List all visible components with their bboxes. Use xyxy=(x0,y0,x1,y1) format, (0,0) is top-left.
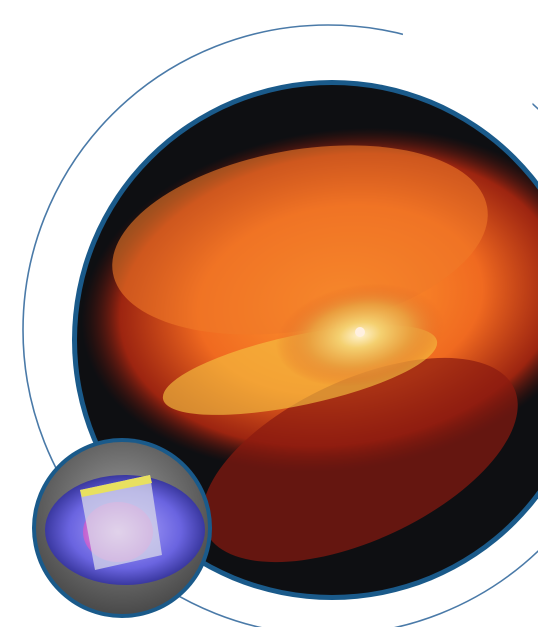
slice-edge xyxy=(80,475,152,497)
swirl-layer xyxy=(202,357,518,563)
inset-content xyxy=(45,475,205,585)
slice xyxy=(80,475,162,570)
swirl xyxy=(81,127,538,563)
core-point xyxy=(355,327,365,337)
outer-arc xyxy=(22,24,538,627)
arc-mask xyxy=(392,0,538,129)
